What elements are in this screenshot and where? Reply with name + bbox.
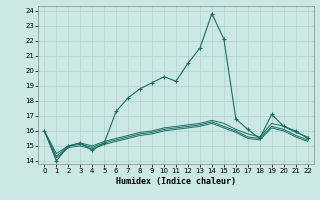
X-axis label: Humidex (Indice chaleur): Humidex (Indice chaleur) bbox=[116, 177, 236, 186]
